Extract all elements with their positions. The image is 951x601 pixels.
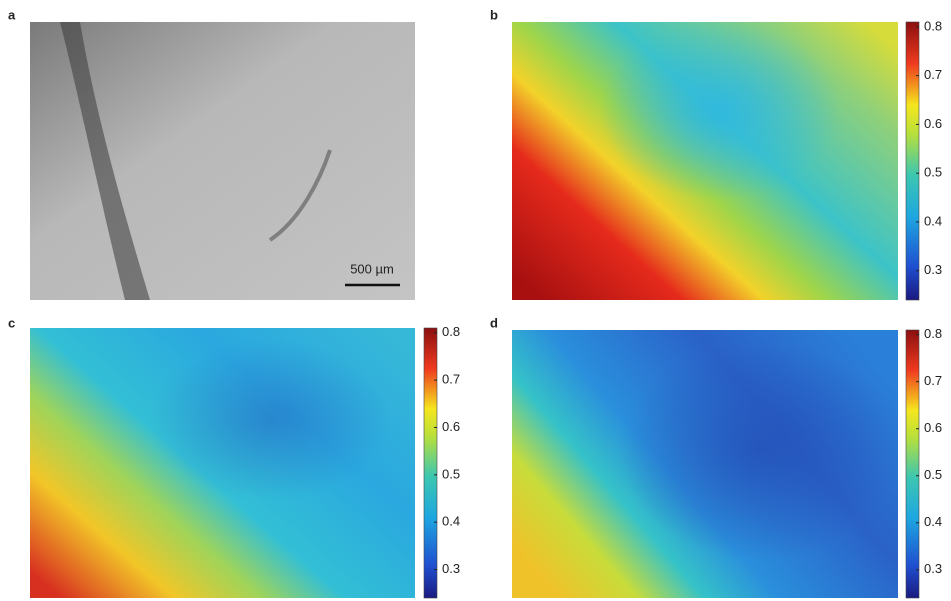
- heatmap-region: [150, 340, 390, 500]
- colorbar-tick-label: 0.7: [442, 372, 460, 387]
- colorbar-tick-label: 0.7: [924, 67, 942, 82]
- colorbar-tick-label: 0.3: [924, 561, 942, 576]
- colorbar-tick-label: 0.4: [442, 514, 460, 529]
- colorbar-tick-label: 0.3: [924, 262, 942, 277]
- colorbar-tick-label: 0.8: [924, 326, 942, 341]
- panel-label: c: [8, 315, 15, 330]
- colorbar-tick-label: 0.6: [924, 420, 942, 435]
- colorbar-tick-label: 0.4: [924, 514, 942, 529]
- colorbar-tick-label: 0.6: [924, 116, 942, 131]
- colorbar-tick-label: 0.6: [442, 419, 460, 434]
- scale-bar-label: 500 µm: [350, 261, 394, 276]
- colorbar-tick-label: 0.4: [924, 213, 942, 228]
- colorbar-tick-label: 0.3: [442, 561, 460, 576]
- figure: a 500 µm b c d 0.3 0.4 0.5 0.6 0.7 0.8 0.3 0.4 0…: [0, 0, 951, 601]
- colorbar: [906, 330, 919, 598]
- colorbar: [424, 328, 437, 598]
- heatmap-region: [620, 340, 900, 560]
- panel-label: d: [490, 315, 498, 330]
- heatmap-region: [600, 20, 840, 200]
- panel-label: a: [8, 7, 16, 22]
- colorbar-tick-label: 0.7: [924, 373, 942, 388]
- colorbar-tick-label: 0.8: [924, 18, 942, 33]
- panel-label: b: [490, 7, 498, 22]
- colorbar: [906, 22, 919, 300]
- colorbar-tick-label: 0.8: [442, 324, 460, 339]
- colorbar-tick-label: 0.5: [924, 467, 942, 482]
- colorbar-tick-label: 0.5: [442, 466, 460, 481]
- colorbar-tick-label: 0.5: [924, 165, 942, 180]
